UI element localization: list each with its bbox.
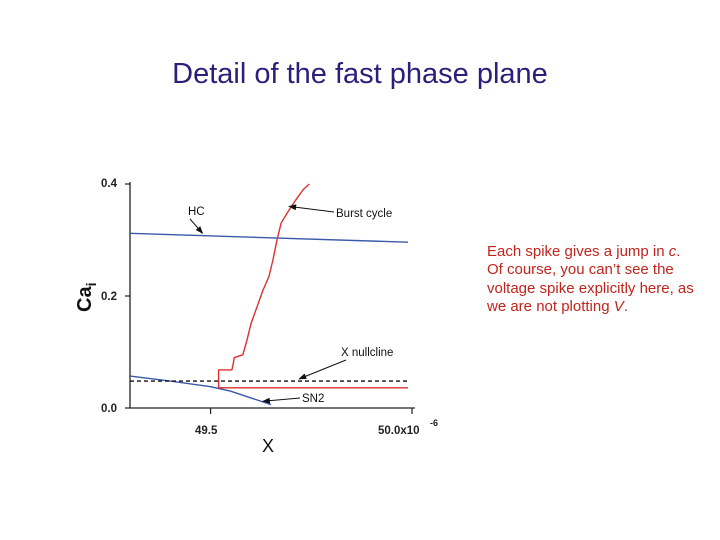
annotation-arrow-x-nullcline	[298, 359, 347, 380]
annotation-arrow-sn2	[261, 397, 301, 404]
x-tick-labels: 49.5 50.0x10 -6	[195, 418, 438, 437]
caption-var-c: c	[668, 243, 677, 260]
annotation-label-hc: HC	[188, 206, 205, 218]
annotation-label-sn2: SN2	[302, 393, 324, 405]
annotation-label-burst-cycle: Burst cycle	[336, 208, 392, 220]
y-tick-labels: 0.0 0.2 0.4	[101, 178, 118, 415]
x-axis-title: X	[262, 436, 274, 456]
slide-title: Detail of the fast phase plane	[172, 58, 548, 90]
y-axis-title: Cai	[74, 283, 99, 312]
y-axis-title-main: Ca	[74, 286, 96, 312]
caption-text-1: Each spike gives a jump in	[487, 243, 669, 260]
series-line-hc	[129, 232, 409, 243]
caption-text-3: .	[623, 297, 628, 315]
caption-var-v: V	[613, 297, 624, 315]
y-axis-title-subscript: i	[83, 283, 99, 287]
annotation-label-x-nullcline: X nullcline	[341, 347, 393, 359]
series-group	[129, 183, 409, 406]
y-tick-label: 0.4	[101, 178, 118, 190]
y-tick-label: 0.2	[101, 291, 117, 303]
svg-text:Cai: Cai	[74, 283, 99, 312]
x-tick-label: 49.5	[195, 425, 218, 437]
axes	[125, 182, 415, 414]
series-line-sn2	[129, 375, 272, 406]
x-tick-label: 50.0x10	[378, 425, 420, 437]
annotations: HC Burst cycle X nullcline SN2	[188, 204, 393, 405]
annotation-arrow-burst-cycle	[288, 204, 335, 213]
x-tick-exponent: -6	[430, 418, 438, 428]
explanation-text: Each spike gives a jump in c. Of course,…	[487, 243, 697, 316]
series-line-burst-cycle	[217, 183, 408, 389]
y-tick-label: 0.0	[101, 403, 117, 415]
annotation-arrow-hc	[189, 218, 204, 235]
caption-text-2: . Of course, you can’t see the voltage s…	[487, 243, 694, 315]
